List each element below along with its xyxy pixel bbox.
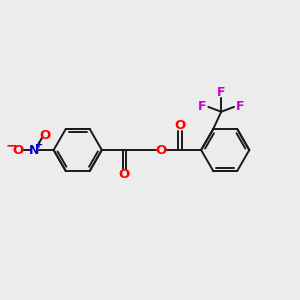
Text: +: + (35, 140, 43, 150)
Text: −: − (6, 138, 17, 152)
Text: O: O (155, 143, 167, 157)
Text: F: F (236, 100, 244, 113)
Text: F: F (217, 86, 226, 99)
Text: O: O (39, 129, 51, 142)
Text: O: O (12, 143, 23, 157)
Text: N: N (29, 143, 40, 157)
Text: O: O (119, 168, 130, 182)
Text: F: F (198, 100, 207, 113)
Text: O: O (174, 118, 186, 132)
